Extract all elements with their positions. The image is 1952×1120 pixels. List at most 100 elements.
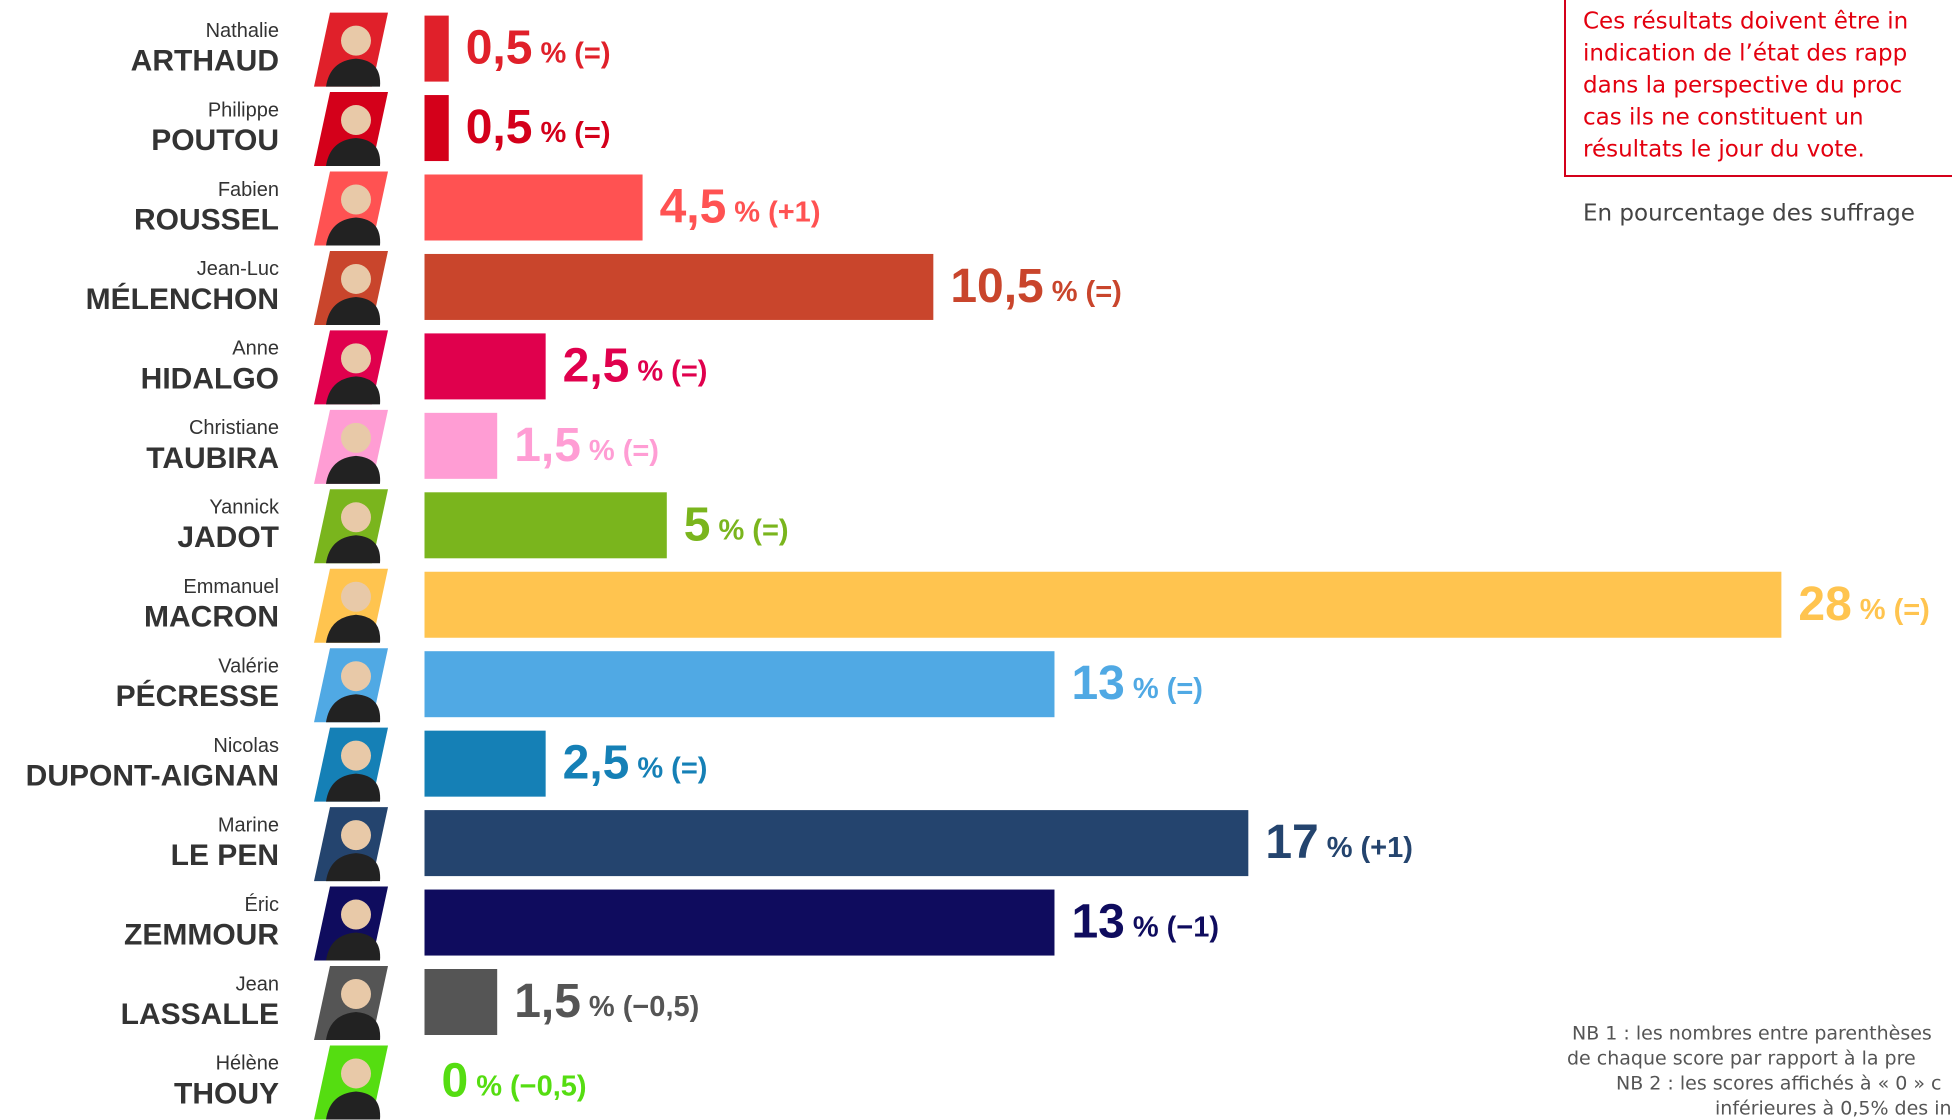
value-unit: % — [589, 435, 615, 467]
value-unit: % — [734, 196, 760, 228]
value-label: 2,5% (=) — [563, 339, 708, 392]
value-unit: % — [1327, 832, 1353, 864]
last-name: LE PEN — [171, 839, 279, 872]
first-name: Emmanuel — [183, 576, 279, 598]
value-change: (−0,5) — [623, 991, 700, 1023]
value-number: 13 — [1071, 657, 1124, 710]
first-name: Marine — [218, 814, 279, 836]
value-change: (+1) — [1361, 832, 1413, 864]
bar — [424, 730, 546, 797]
portrait-body — [326, 138, 381, 167]
value-number: 0,5 — [466, 101, 533, 154]
value-label: 1,5% (=) — [514, 419, 659, 472]
last-name: POUTOU — [151, 124, 279, 157]
value-unit: % — [1860, 593, 1886, 625]
value-unit: % — [719, 514, 745, 546]
bar — [424, 889, 1055, 956]
value-label: 17% (+1) — [1265, 816, 1413, 869]
first-name: Philippe — [208, 99, 279, 121]
value-unit: % — [540, 117, 566, 149]
first-name: Hélène — [216, 1053, 279, 1075]
first-name: Valérie — [218, 655, 279, 677]
first-name: Yannick — [209, 497, 280, 519]
value-change: (=) — [1086, 276, 1122, 308]
value-number: 5 — [684, 498, 711, 551]
portrait-head — [341, 343, 371, 374]
first-name: Éric — [245, 893, 279, 916]
value-unit: % — [589, 991, 615, 1023]
footnote: de chaque score par rapport à la pre — [1567, 1048, 1916, 1070]
value-label: 4,5% (+1) — [660, 180, 821, 233]
value-label: 0% (−0,5) — [442, 1054, 587, 1107]
value-label: 2,5% (=) — [563, 736, 708, 789]
portrait-body — [326, 58, 381, 87]
last-name: HIDALGO — [141, 362, 279, 395]
value-label: 1,5% (−0,5) — [514, 975, 699, 1028]
bar — [424, 651, 1055, 718]
portrait-body — [326, 296, 381, 325]
portrait-head — [341, 661, 371, 692]
value-label: 5% (=) — [684, 498, 789, 551]
first-name: Christiane — [189, 417, 279, 439]
note-line: dans la perspective du proc — [1583, 73, 1902, 99]
portrait-body — [326, 376, 381, 405]
value-change: (−0,5) — [510, 1070, 587, 1102]
first-name: Jean — [236, 973, 279, 995]
bar — [424, 253, 934, 320]
value-change: (=) — [1167, 673, 1203, 705]
last-name: ZEMMOUR — [124, 918, 279, 951]
portrait-body — [326, 1091, 381, 1120]
value-change: (−1) — [1167, 911, 1219, 943]
last-name: ARTHAUD — [131, 45, 279, 78]
value-change: (=) — [752, 514, 788, 546]
last-name: THOUY — [174, 1077, 279, 1110]
value-change: (=) — [671, 752, 707, 784]
value-unit: % — [1052, 276, 1078, 308]
portrait-head — [341, 263, 371, 294]
portrait-head — [341, 820, 371, 851]
value-change: (=) — [574, 37, 610, 69]
note-line: résultats le jour du vote. — [1583, 137, 1865, 163]
value-number: 10,5 — [950, 260, 1043, 313]
value-label: 10,5% (=) — [950, 260, 1121, 313]
last-name: JADOT — [177, 521, 279, 554]
note-line: indication de l’état des rapp — [1583, 41, 1907, 67]
bar — [424, 95, 449, 162]
portrait-body — [326, 853, 381, 882]
portrait-body — [326, 1012, 381, 1040]
last-name: TAUBIRA — [146, 442, 279, 475]
value-unit: % — [1133, 673, 1159, 705]
value-unit: % — [637, 355, 663, 387]
value-label: 0,5% (=) — [466, 101, 611, 154]
value-label: 13% (=) — [1071, 657, 1202, 710]
value-number: 0 — [442, 1054, 469, 1107]
footnote: inférieures à 0,5% des in — [1715, 1098, 1952, 1120]
portrait-head — [341, 899, 371, 930]
bar — [424, 969, 498, 1035]
value-number: 4,5 — [660, 180, 727, 233]
value-number: 13 — [1071, 895, 1124, 948]
value-number: 0,5 — [466, 21, 533, 74]
value-unit: % — [637, 752, 663, 784]
bar — [424, 15, 449, 82]
portrait-body — [326, 614, 381, 643]
last-name: ROUSSEL — [134, 203, 279, 236]
value-change: (=) — [671, 355, 707, 387]
note-line: Ces résultats doivent être in — [1583, 9, 1908, 35]
portrait-head — [341, 581, 371, 612]
value-unit: % — [476, 1070, 502, 1102]
value-unit: % — [1133, 911, 1159, 943]
value-number: 2,5 — [563, 339, 630, 392]
portrait-head — [341, 979, 371, 1009]
value-label: 0,5% (=) — [466, 21, 611, 74]
bar — [424, 333, 546, 400]
bar — [424, 174, 643, 241]
portrait-body — [326, 694, 381, 723]
portrait-body — [326, 535, 381, 564]
value-change: (+1) — [768, 196, 820, 228]
first-name: Anne — [232, 338, 279, 360]
note-box — [1564, 0, 1952, 177]
value-number: 1,5 — [514, 975, 581, 1028]
first-name: Nathalie — [206, 20, 279, 42]
last-name: MÉLENCHON — [86, 282, 279, 316]
